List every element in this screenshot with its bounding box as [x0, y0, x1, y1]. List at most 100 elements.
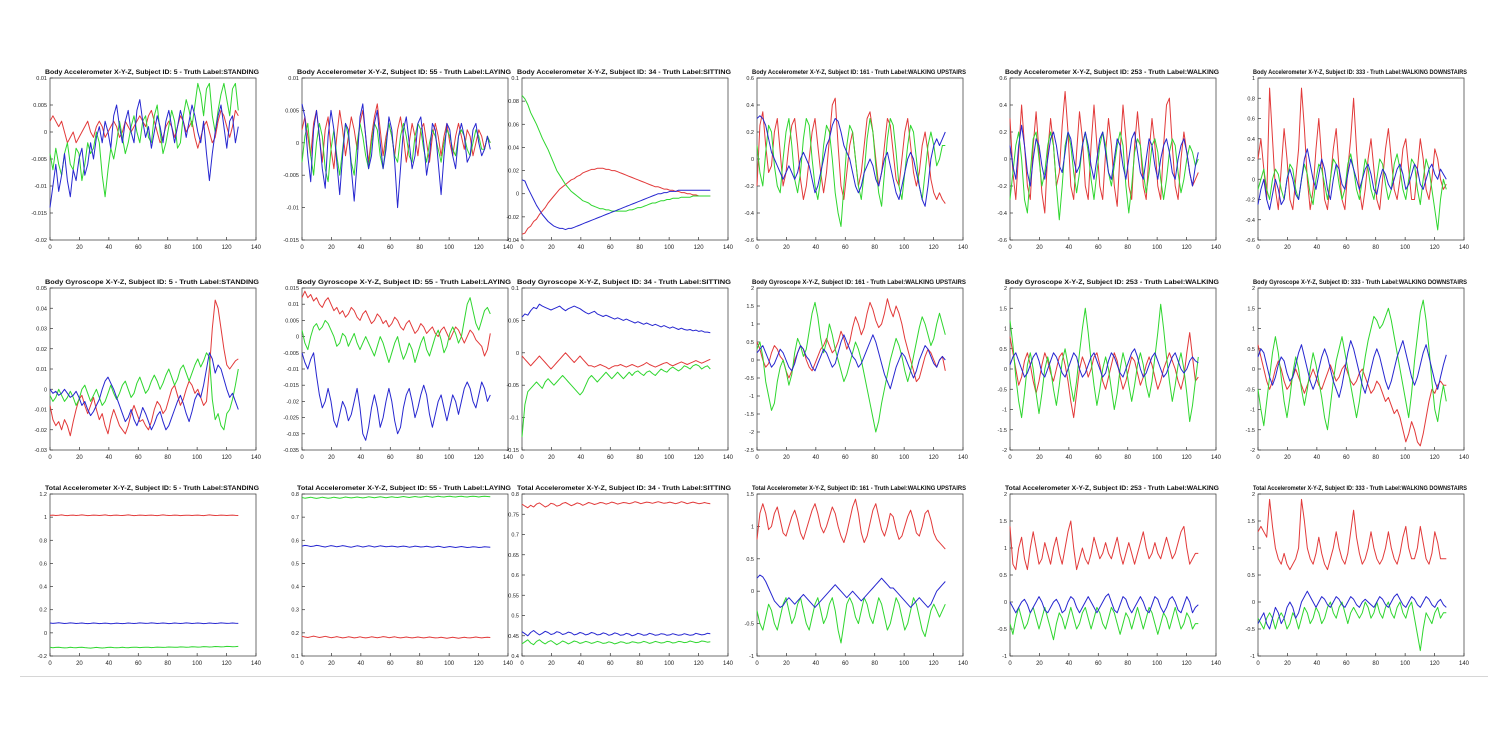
axes-box	[521, 493, 729, 657]
subplot-title: Body Gyroscope X-Y-Z, Subject ID: 161 - …	[752, 279, 967, 286]
x-tick-label: 60	[387, 455, 394, 461]
x-tick-label: 0	[48, 661, 52, 667]
x-tick-label: 100	[1400, 661, 1411, 667]
x-tick-label: 120	[1430, 455, 1441, 461]
x-tick-label: 140	[958, 245, 969, 251]
x-tick-label: 120	[694, 455, 705, 461]
series-line-z	[301, 352, 491, 441]
y-tick-label: -0.005	[283, 351, 299, 357]
series-line-z	[756, 334, 946, 390]
x-tick-label: 60	[1343, 661, 1350, 667]
y-tick-label: 0	[44, 130, 47, 136]
y-tick-label: -0.02	[286, 399, 299, 405]
subplot-6: 0 20 40 60 80 100 120 140 -0.6 -0.4 -0.2 0 0.2 0.4 0.6…	[1246, 69, 1470, 251]
x-tick-label: 40	[358, 455, 365, 461]
x-tick-label: 20	[548, 245, 555, 251]
x-tick-label: 0	[300, 661, 304, 667]
y-tick-label: -0.01	[34, 408, 47, 414]
subplot-title: Body Gyroscope X-Y-Z, Subject ID: 333 - …	[1253, 279, 1468, 286]
y-tick-label: -0.5	[1246, 627, 1255, 633]
x-tick-label: 0	[1008, 661, 1012, 667]
subplot-title: Body Accelerometer X-Y-Z, Subject ID: 33…	[1253, 69, 1468, 76]
x-tick-label: 100	[192, 245, 203, 251]
x-tick-label: 120	[1182, 661, 1193, 667]
x-tick-label: 80	[164, 661, 171, 667]
y-tick-label: 1.2	[39, 492, 47, 498]
x-tick-label: 120	[929, 245, 940, 251]
x-tick-label: 100	[192, 455, 203, 461]
y-tick-label: 0.1	[291, 654, 299, 660]
y-tick-label: 0.5	[999, 573, 1007, 579]
y-tick-label: -0.02	[34, 238, 47, 244]
y-tick-label: 0.6	[511, 573, 519, 579]
x-tick-label: 140	[251, 661, 262, 667]
series-line-y	[301, 297, 491, 363]
series-line-z	[1009, 124, 1199, 187]
x-tick-label: 0	[755, 661, 759, 667]
axes-box	[1009, 493, 1217, 657]
y-tick-label: 0	[1004, 367, 1007, 373]
subplot-11: 0 20 40 60 80 100 120 140 -2 -1.5 -1 -0.5 0 0.5 1 1.5 2B…	[998, 279, 1222, 461]
x-tick-label: 140	[1459, 245, 1470, 251]
axes-box	[521, 77, 729, 241]
y-tick-label: 0.1	[511, 286, 519, 292]
x-tick-label: 20	[1284, 245, 1291, 251]
x-tick-label: 100	[664, 661, 675, 667]
y-tick-label: 0.75	[508, 512, 519, 518]
y-tick-label: -0.2	[998, 184, 1007, 190]
y-tick-label: -1.5	[745, 412, 754, 418]
y-tick-label: -0.03	[34, 448, 47, 454]
series-line-z	[1009, 593, 1199, 614]
x-tick-label: 120	[474, 245, 485, 251]
subplot-title: Total Accelerometer X-Y-Z, Subject ID: 3…	[1253, 485, 1468, 492]
y-tick-label: 2	[1252, 286, 1255, 292]
y-tick-label: -0.02	[506, 215, 519, 221]
x-tick-label: 0	[300, 455, 304, 461]
x-tick-label: 0	[1008, 245, 1012, 251]
x-tick-label: 0	[1008, 455, 1012, 461]
x-tick-label: 40	[1314, 455, 1321, 461]
x-tick-label: 20	[1036, 661, 1043, 667]
x-tick-label: 20	[76, 245, 83, 251]
series-line-y	[49, 352, 239, 431]
x-tick-label: 100	[1400, 455, 1411, 461]
series-line-y	[49, 645, 239, 649]
series-line-y	[1009, 303, 1199, 423]
y-tick-label: -0.15	[506, 448, 519, 454]
y-tick-label: 0	[1004, 600, 1007, 606]
y-tick-label: -1	[1002, 654, 1007, 660]
y-tick-label: 1.5	[999, 306, 1007, 312]
y-tick-label: 0.8	[1247, 96, 1255, 102]
x-tick-label: 100	[1152, 455, 1163, 461]
series-line-z	[1257, 590, 1447, 630]
y-tick-label: 0.08	[508, 99, 519, 105]
x-tick-label: 80	[416, 245, 423, 251]
axes-box	[1257, 287, 1465, 451]
x-tick-label: 0	[48, 455, 52, 461]
x-tick-label: 80	[164, 245, 171, 251]
y-tick-label: 2	[1252, 492, 1255, 498]
x-tick-label: 140	[723, 245, 734, 251]
x-tick-label: 40	[358, 661, 365, 667]
y-tick-label: 0.6	[1247, 117, 1255, 123]
x-tick-label: 60	[842, 455, 849, 461]
x-tick-label: 80	[871, 245, 878, 251]
x-tick-label: 120	[1182, 245, 1193, 251]
x-tick-label: 80	[416, 455, 423, 461]
x-tick-label: 100	[192, 661, 203, 667]
y-tick-label: 1	[1004, 546, 1007, 552]
y-tick-label: 1.5	[1247, 306, 1255, 312]
x-tick-label: 80	[1124, 455, 1131, 461]
x-tick-label: 0	[300, 245, 304, 251]
series-line-x	[49, 299, 239, 437]
x-tick-label: 140	[723, 455, 734, 461]
x-tick-label: 120	[694, 661, 705, 667]
axes-box	[521, 287, 729, 451]
x-tick-label: 100	[664, 245, 675, 251]
y-tick-label: 0.1	[511, 76, 519, 82]
y-tick-label: 0.5	[291, 561, 299, 567]
x-tick-label: 40	[813, 661, 820, 667]
x-tick-label: 80	[1372, 661, 1379, 667]
x-tick-label: 20	[328, 455, 335, 461]
